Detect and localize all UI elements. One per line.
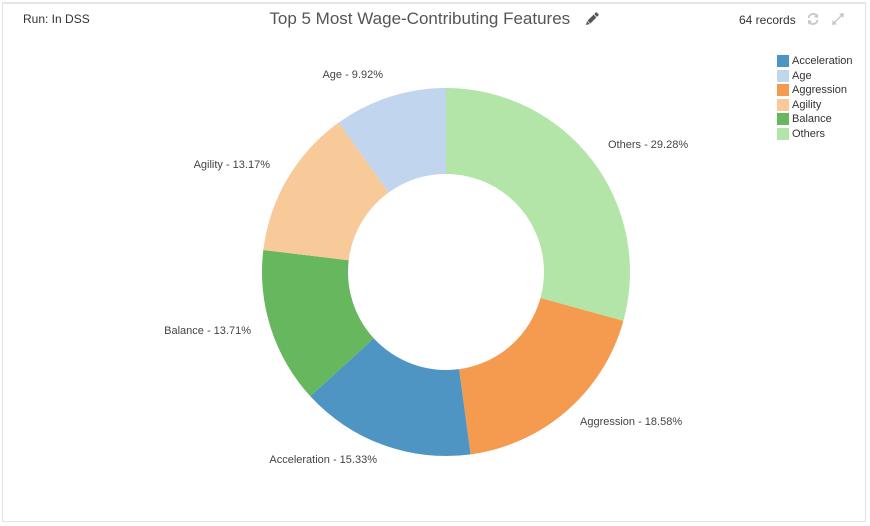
legend-swatch [777, 84, 789, 97]
donut-slice-acceleration[interactable] [310, 338, 471, 456]
legend-label: Age [792, 69, 812, 82]
slice-label-aggression: Aggression - 18.58% [580, 416, 682, 428]
donut-slice-balance[interactable] [262, 249, 374, 397]
slice-label-balance: Balance - 13.71% [164, 325, 251, 337]
legend-item-agility[interactable]: Agility [777, 98, 853, 113]
chart-header: Top 5 Most Wage-Contributing Features [0, 9, 870, 29]
donut-slice-age[interactable] [338, 88, 446, 193]
legend-swatch [777, 98, 789, 111]
legend-item-acceleration[interactable]: Acceleration [777, 54, 853, 69]
slice-label-age: Age - 9.92% [322, 69, 383, 81]
legend-item-age[interactable]: Age [777, 69, 853, 84]
run-label: Run: In DSS [23, 12, 90, 26]
legend-swatch [777, 113, 789, 126]
legend-label: Acceleration [792, 55, 853, 68]
refresh-icon[interactable] [806, 12, 820, 26]
expand-icon[interactable] [831, 12, 845, 26]
records-count: 64 records [739, 13, 796, 27]
legend-swatch [777, 127, 789, 140]
legend-item-balance[interactable]: Balance [777, 112, 853, 127]
chart-title: Top 5 Most Wage-Contributing Features [269, 9, 571, 28]
edit-icon[interactable] [583, 10, 601, 28]
donut-slice-agility[interactable] [263, 122, 389, 261]
legend-swatch [777, 55, 789, 68]
slice-label-acceleration: Acceleration - 15.33% [269, 454, 377, 466]
legend-item-others[interactable]: Others [777, 127, 853, 142]
legend-item-aggression[interactable]: Aggression [777, 83, 853, 98]
legend-swatch [777, 69, 789, 82]
donut-slice-aggression[interactable] [459, 298, 624, 455]
slice-label-others: Others - 29.28% [608, 139, 688, 151]
donut-slice-others[interactable] [446, 88, 630, 321]
legend-label: Agility [792, 98, 822, 111]
legend-label: Balance [792, 113, 832, 126]
slice-label-agility: Agility - 13.17% [194, 159, 271, 171]
chart-legend: Acceleration Age Aggression Agility Balance O… [777, 54, 853, 141]
legend-label: Others [792, 127, 826, 140]
legend-label: Aggression [792, 84, 848, 97]
